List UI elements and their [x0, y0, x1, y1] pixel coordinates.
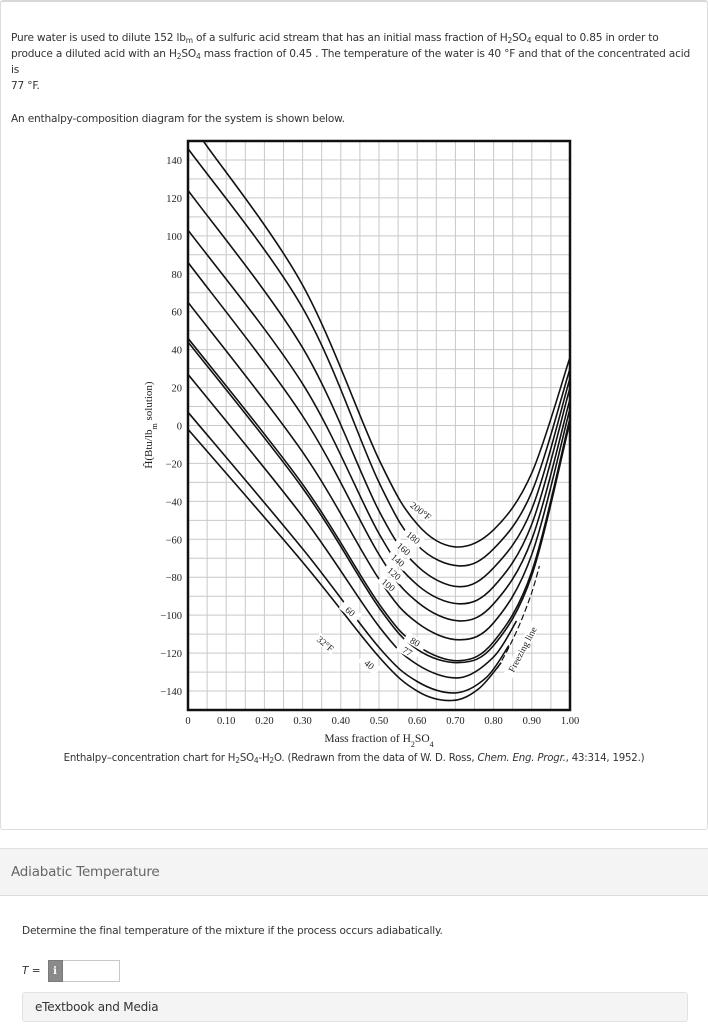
x-tick-label: 0.10: [217, 716, 235, 727]
y-tick-label: 120: [166, 194, 182, 205]
chart-grid: [188, 141, 570, 710]
section-title: Adiabatic Temperature: [11, 864, 160, 880]
curve-label: 200°F: [408, 500, 433, 523]
x-tick-label: 0.20: [255, 716, 273, 727]
y-axis-label: Ĥ(Btu/lbm solution): [143, 381, 159, 469]
temperature-answer-input[interactable]: [62, 960, 120, 982]
curve-label: 80: [408, 636, 421, 650]
x-tick-label: 0.50: [370, 716, 388, 727]
isotherm-100F: [188, 301, 570, 641]
y-tick-label: −20: [166, 459, 182, 470]
isotherm-curves: [188, 141, 570, 702]
isotherm-200F: [202, 141, 570, 548]
y-tick-label: 20: [172, 384, 183, 395]
y-tick-label: −120: [160, 649, 182, 660]
problem-line-3: 77 °F.: [11, 80, 40, 92]
y-tick-label: −40: [166, 497, 182, 508]
etextbook-label: eTextbook and Media: [35, 1000, 159, 1014]
x-tick-label: 0.90: [523, 716, 541, 727]
y-tick-label: 40: [172, 346, 183, 357]
x-tick-label: 0: [185, 716, 190, 727]
y-axis-ticks: 140 120 100 80 60 40 20 0 −20 −40 −60 −80 −100 −120 −1…: [160, 156, 182, 698]
problem-line-1: Pure water is used to dilute 152 lbm of …: [11, 32, 659, 45]
etextbook-and-media-button[interactable]: eTextbook and Media: [22, 992, 688, 1022]
x-tick-label: 1.00: [561, 716, 579, 727]
isotherm-160F: [188, 189, 570, 588]
y-tick-label: 80: [172, 270, 183, 281]
answer-row: T = i: [22, 959, 120, 983]
plot-frame: [186, 139, 572, 712]
x-axis-label: Mass fraction of H2SO4: [324, 733, 433, 749]
x-axis-ticks: 0 0.10 0.20 0.30 0.40 0.50 0.60 0.70 0.80 0.90 1.0…: [185, 716, 579, 727]
info-icon[interactable]: i: [47, 960, 63, 982]
problem-line-2: produce a diluted acid with an H2SO4 mas…: [11, 48, 690, 76]
x-tick-label: 0.70: [446, 716, 464, 727]
y-tick-label: −80: [166, 573, 182, 584]
isotherm-32F: [188, 428, 502, 702]
diagram-intro: An enthalpy-composition diagram for the …: [11, 113, 345, 125]
chart-caption: Enthalpy–concentration chart for H2SO4-H…: [63, 753, 645, 765]
x-tick-label: 0.80: [484, 716, 502, 727]
isotherm-120F: [188, 261, 570, 622]
isotherm-140F: [188, 229, 570, 605]
x-tick-label: 0.60: [408, 716, 426, 727]
x-tick-label: 0.40: [332, 716, 350, 727]
x-tick-label: 0.30: [293, 716, 311, 727]
problem-statement: Pure water is used to dilute 152 lbm of …: [11, 30, 701, 127]
question-prompt: Determine the final temperature of the m…: [22, 925, 443, 937]
section-header-adiabatic-temperature: Adiabatic Temperature: [0, 848, 708, 896]
y-tick-label: −140: [160, 687, 182, 698]
isotherm-40F: [188, 411, 510, 694]
isotherm-80F: [188, 337, 570, 662]
y-tick-label: 100: [166, 232, 182, 243]
isotherm-77F: [188, 341, 570, 664]
y-tick-label: −100: [160, 611, 182, 622]
y-tick-label: 140: [166, 156, 182, 167]
y-tick-label: 60: [172, 308, 183, 319]
answer-label: T =: [22, 965, 41, 977]
freezing-line: [496, 565, 540, 669]
y-tick-label: −60: [166, 535, 182, 546]
y-tick-label: 0: [177, 422, 182, 433]
curve-label: 77: [400, 646, 413, 660]
